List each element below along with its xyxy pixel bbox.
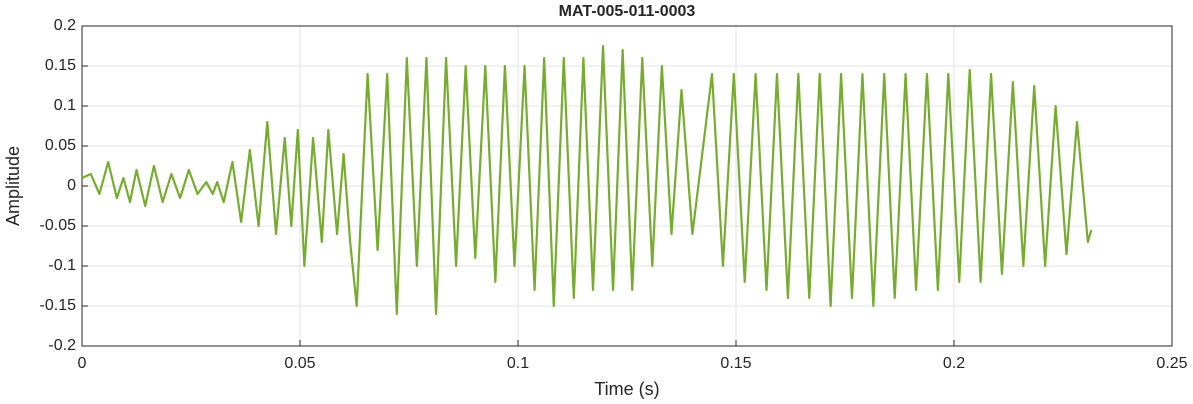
y-tick-label: 0 [67, 177, 76, 194]
x-tick-label: 0 [78, 355, 87, 372]
y-tick-label: 0.15 [45, 57, 76, 74]
chart-title: MAT-005-011-0003 [559, 3, 696, 20]
x-tick-label: 0.2 [943, 355, 965, 372]
x-tick-label: 0.05 [284, 355, 315, 372]
x-tick-label: 0.25 [1156, 355, 1187, 372]
waveform-line [81, 44, 1093, 316]
plot-frame [81, 25, 1173, 347]
y-tick-label: -0.2 [48, 337, 76, 354]
y-tick-label: -0.1 [48, 257, 76, 274]
y-tick-label: -0.15 [40, 297, 77, 314]
y-tick-label: 0.1 [54, 97, 76, 114]
x-tick-label: 0.15 [720, 355, 751, 372]
y-tick-label: 0.2 [54, 17, 76, 34]
y-tick-label: -0.05 [40, 217, 77, 234]
x-axis-label: Time (s) [594, 379, 659, 399]
y-tick-label: 0.05 [45, 137, 76, 154]
x-tick-label: 0.1 [507, 355, 529, 372]
y-axis-label: Amplitude [3, 146, 23, 226]
